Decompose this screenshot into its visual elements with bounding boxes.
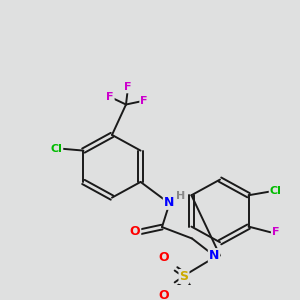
Text: S: S [179,270,188,283]
Text: F: F [272,227,279,237]
Text: O: O [159,289,169,300]
Text: F: F [124,82,132,92]
Text: Cl: Cl [270,186,281,197]
Text: Cl: Cl [50,144,62,154]
Text: H: H [176,191,186,201]
Text: O: O [130,225,140,238]
Text: F: F [106,92,114,102]
Text: O: O [159,251,169,264]
Text: N: N [164,196,174,209]
Text: N: N [209,249,219,262]
Text: F: F [140,96,148,106]
